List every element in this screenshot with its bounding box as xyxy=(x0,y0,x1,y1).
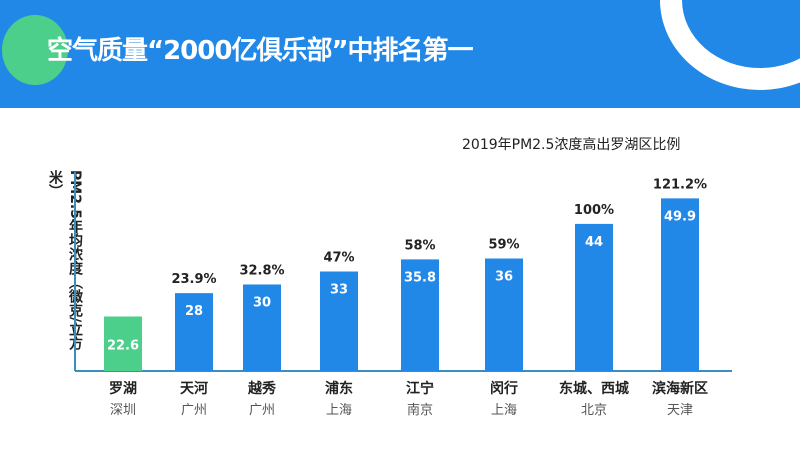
percent-label: 32.8% xyxy=(239,263,284,278)
percent-label: 100% xyxy=(574,203,614,218)
percent-label: 47% xyxy=(323,251,354,266)
x-tick-label: 罗湖 xyxy=(109,381,137,397)
x-tick-label: 东城、西城 xyxy=(559,380,629,397)
bar-value-label: 36 xyxy=(495,270,513,285)
bar xyxy=(320,271,358,371)
x-tick-label: 江宁 xyxy=(406,380,434,397)
bar-value-label: 30 xyxy=(253,295,271,310)
city-label: 天津 xyxy=(667,403,693,418)
bar xyxy=(175,293,213,371)
chart-title: 2019年PM2.5浓度高出罗湖区比例 xyxy=(462,137,681,153)
percent-label: 23.9% xyxy=(171,272,216,287)
bar xyxy=(243,284,281,371)
bar xyxy=(661,198,699,371)
bar xyxy=(485,258,523,371)
percent-label: 59% xyxy=(488,238,519,253)
city-label: 广州 xyxy=(181,403,207,418)
city-label: 广州 xyxy=(249,403,275,418)
bar-value-label: 22.6 xyxy=(107,338,139,353)
x-tick-label: 闵行 xyxy=(490,380,518,397)
city-label: 上海 xyxy=(326,403,352,418)
bar-value-label: 28 xyxy=(185,304,203,319)
city-label: 北京 xyxy=(581,403,607,418)
percent-label: 58% xyxy=(404,238,435,253)
x-tick-label: 越秀 xyxy=(247,380,277,397)
city-label: 上海 xyxy=(491,403,517,418)
header-banner: 空气质量“2000亿俱乐部”中排名第一 xyxy=(0,0,800,108)
bar xyxy=(575,223,613,371)
bar-value-label: 35.8 xyxy=(404,270,436,285)
decorative-circle xyxy=(2,15,68,85)
x-tick-label: 天河 xyxy=(180,380,208,397)
bar xyxy=(104,316,142,371)
bar xyxy=(401,259,439,371)
x-tick-label: 浦东 xyxy=(325,380,353,397)
page-title: 空气质量“2000亿俱乐部”中排名第一 xyxy=(47,36,474,66)
x-tick-label: 滨海新区 xyxy=(652,380,708,397)
bar-value-label: 49.9 xyxy=(664,209,696,224)
bar-value-label: 44 xyxy=(585,235,603,250)
percent-label: 121.2% xyxy=(653,177,707,192)
bar-value-label: 33 xyxy=(330,283,348,298)
city-label: 深圳 xyxy=(110,403,136,418)
city-label: 南京 xyxy=(407,402,433,418)
